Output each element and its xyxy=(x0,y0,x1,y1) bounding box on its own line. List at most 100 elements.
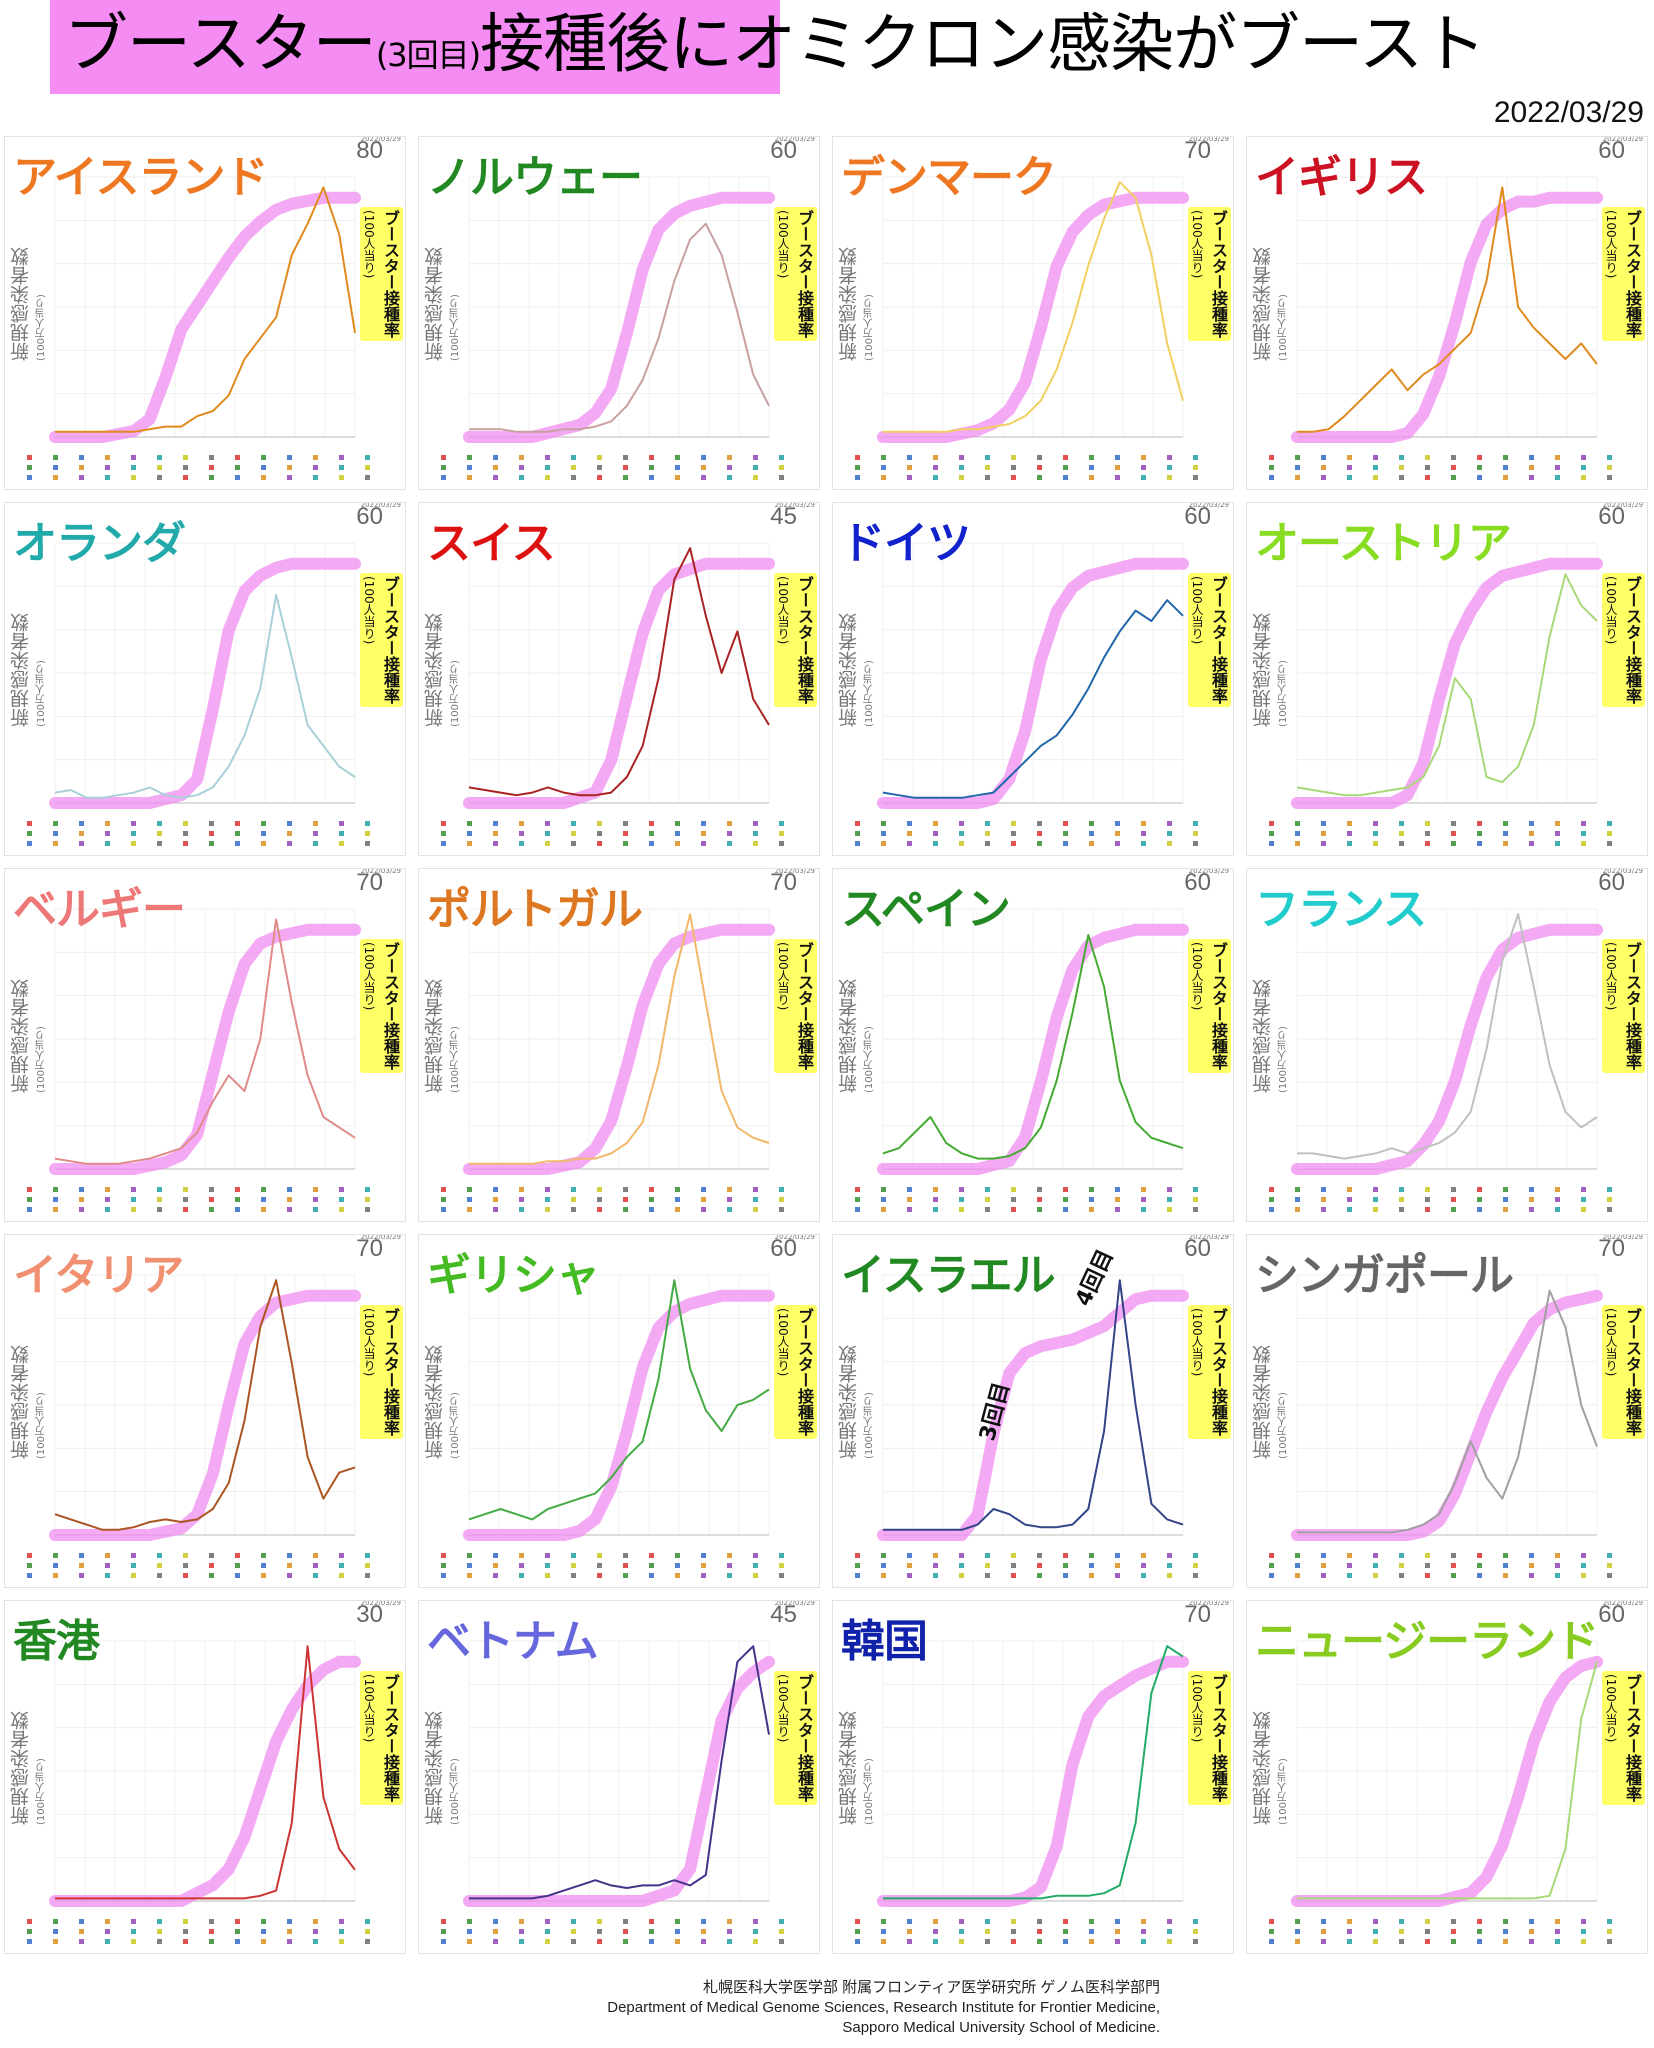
legend-swatch xyxy=(1269,1553,1274,1558)
legend-swatch xyxy=(1089,475,1094,480)
legend-swatch xyxy=(597,1197,602,1202)
country-name: ポルトガル xyxy=(427,884,643,935)
legend-swatch xyxy=(1581,1939,1586,1944)
country-name: アイスランド xyxy=(13,152,268,203)
legend-swatch xyxy=(1529,1929,1534,1934)
legend-swatch xyxy=(79,831,84,836)
legend-swatch xyxy=(959,1939,964,1944)
legend-swatch xyxy=(675,821,680,826)
y-axis-label-main: 新規感染者数 xyxy=(838,979,860,1093)
legend-swatch xyxy=(1477,1573,1482,1578)
legend-swatch xyxy=(131,455,136,460)
chart-panel: スイス 45 2022/03/29 新規感染者数 (100万人当り) ブースター接種率 (1… xyxy=(418,502,820,856)
legend-swatch xyxy=(53,1919,58,1924)
legend-swatch xyxy=(339,1573,344,1578)
legend-swatch xyxy=(675,455,680,460)
legend-swatch xyxy=(1529,455,1534,460)
legend-swatch xyxy=(339,831,344,836)
legend-swatch xyxy=(855,465,860,470)
booster-rate-label-sub: (100人当り) xyxy=(776,1308,790,1377)
booster-rate-line xyxy=(463,923,775,1175)
y-axis-label: 新規感染者数 (100万人当り) xyxy=(7,1345,49,1459)
legend-swatch xyxy=(881,1919,886,1924)
legend-swatch xyxy=(1193,1919,1198,1924)
legend-swatch xyxy=(235,455,240,460)
legend-swatch xyxy=(1321,1929,1326,1934)
legend-swatch xyxy=(1503,1919,1508,1924)
legend-swatch xyxy=(907,1939,912,1944)
legend-swatch xyxy=(131,1197,136,1202)
legend-swatch xyxy=(313,1939,318,1944)
legend-swatch xyxy=(597,841,602,846)
y-axis-label-main: 新規感染者数 xyxy=(10,1345,32,1459)
legend-swatch xyxy=(183,475,188,480)
legend-swatch xyxy=(235,1939,240,1944)
legend-swatch xyxy=(855,841,860,846)
legend-swatch xyxy=(1141,1573,1146,1578)
legend-swatch xyxy=(519,465,524,470)
legend-swatch xyxy=(727,475,732,480)
legend-swatch xyxy=(1321,465,1326,470)
legend-swatch xyxy=(27,455,32,460)
legend-swatch xyxy=(1451,455,1456,460)
chart-panel: 韓国 70 2022/03/29 新規感染者数 (100万人当り) ブースター接種率 (10… xyxy=(832,1600,1234,1954)
legend-swatch xyxy=(183,1187,188,1192)
legend-swatch xyxy=(1425,831,1430,836)
legend-swatch xyxy=(365,1939,370,1944)
legend-swatch xyxy=(1037,1553,1042,1558)
legend-swatch xyxy=(493,455,498,460)
legend-swatch xyxy=(27,821,32,826)
booster-rate-label-main: ブースター接種率 xyxy=(795,1308,814,1436)
legend-swatch xyxy=(105,1929,110,1934)
legend-swatch xyxy=(1089,1553,1094,1558)
legend-swatch xyxy=(467,1553,472,1558)
legend-swatch xyxy=(53,1573,58,1578)
legend-swatch xyxy=(287,475,292,480)
legend-swatch xyxy=(1321,1939,1326,1944)
legend-swatch xyxy=(1581,831,1586,836)
legend-swatch xyxy=(571,1573,576,1578)
booster-rate-label-main: ブースター接種率 xyxy=(381,942,400,1070)
legend-swatch xyxy=(1063,455,1068,460)
legend-swatch xyxy=(1347,455,1352,460)
booster-max-label: 60 xyxy=(1598,1601,1625,1628)
legend-swatch xyxy=(779,1207,784,1212)
legend-swatch xyxy=(519,831,524,836)
legend-swatch xyxy=(597,455,602,460)
legend-swatch xyxy=(1063,465,1068,470)
legend-swatch xyxy=(79,1919,84,1924)
legend-swatch xyxy=(1269,1929,1274,1934)
legend-swatch xyxy=(675,841,680,846)
legend-swatch xyxy=(131,821,136,826)
legend-swatch xyxy=(1193,455,1198,460)
legend-swatch xyxy=(907,1573,912,1578)
booster-max-label: 60 xyxy=(1184,869,1211,896)
legend-swatch xyxy=(1193,1197,1198,1202)
legend-swatch xyxy=(1555,1207,1560,1212)
y-axis-label-main: 新規感染者数 xyxy=(10,979,32,1093)
legend-swatch xyxy=(1555,1553,1560,1558)
legend-swatch xyxy=(881,455,886,460)
title-third-dose: (3回目) xyxy=(375,36,481,74)
legend-swatch xyxy=(1269,465,1274,470)
new-cases-line xyxy=(469,913,770,1165)
booster-rate-line xyxy=(49,191,361,443)
legend-swatch xyxy=(597,831,602,836)
legend-swatch xyxy=(985,455,990,460)
chart-plot xyxy=(27,176,370,480)
y-axis-label-sub: (100万人当り) xyxy=(1278,1392,1289,1459)
booster-rate-label: ブースター接種率 (100人当り) xyxy=(1602,1671,1645,1805)
legend-swatch xyxy=(1477,831,1482,836)
legend-swatch xyxy=(1115,831,1120,836)
legend-swatch xyxy=(1011,465,1016,470)
legend-swatch xyxy=(571,455,576,460)
booster-rate-label: ブースター接種率 (100人当り) xyxy=(1602,573,1645,707)
legend-swatch xyxy=(105,841,110,846)
legend-swatch xyxy=(1529,1939,1534,1944)
legend-swatch xyxy=(1425,1939,1430,1944)
legend-swatch xyxy=(1581,1553,1586,1558)
legend-swatch xyxy=(959,475,964,480)
legend-swatch xyxy=(881,841,886,846)
legend-swatch xyxy=(1037,821,1042,826)
legend-swatch xyxy=(1373,1919,1378,1924)
